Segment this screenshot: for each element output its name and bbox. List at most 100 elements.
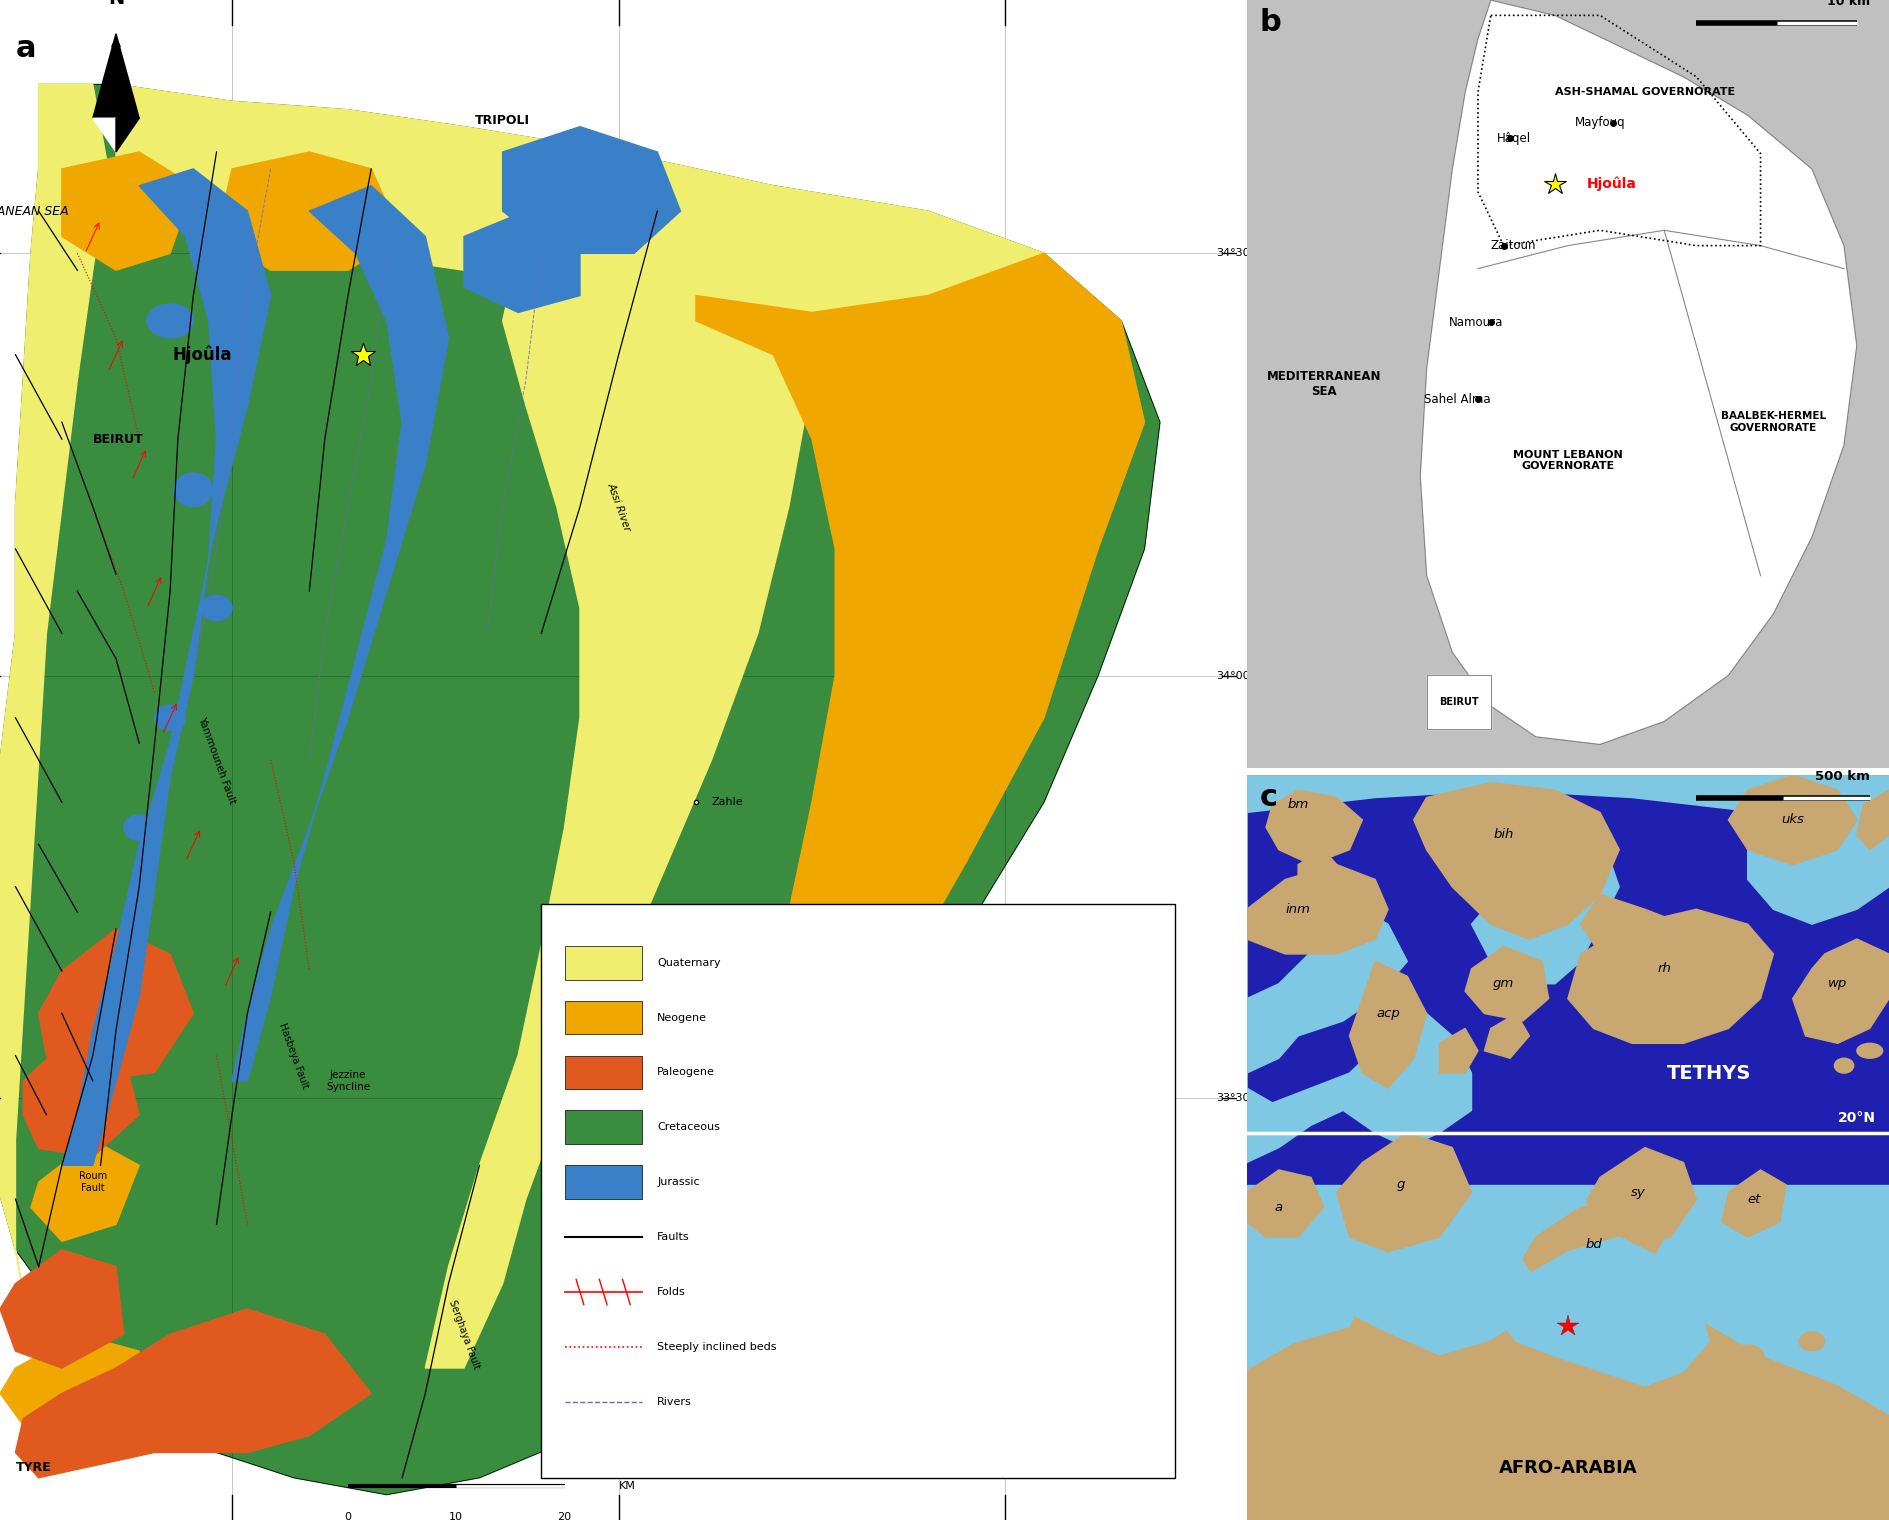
Polygon shape [1421, 0, 1857, 745]
Text: 33°30': 33°30' [1217, 1093, 1252, 1104]
Bar [565, 945, 642, 979]
Text: Quaternary: Quaternary [657, 958, 722, 968]
Text: 20: 20 [557, 1511, 572, 1520]
Text: Sahel Alma: Sahel Alma [1424, 392, 1490, 406]
Polygon shape [1298, 850, 1343, 894]
Polygon shape [1247, 865, 1388, 955]
Polygon shape [1728, 775, 1857, 865]
Polygon shape [1439, 1029, 1477, 1073]
Text: 34°30': 34°30' [1217, 248, 1252, 258]
Ellipse shape [1732, 1345, 1764, 1368]
Polygon shape [15, 1309, 370, 1477]
Polygon shape [1523, 1207, 1664, 1297]
Text: sy: sy [1630, 1186, 1645, 1199]
Polygon shape [1857, 790, 1889, 850]
Polygon shape [1490, 1237, 1710, 1386]
Polygon shape [62, 152, 193, 271]
Text: 500 km: 500 km [1815, 769, 1870, 783]
Polygon shape [115, 119, 140, 152]
Ellipse shape [200, 596, 232, 620]
Text: Paleogene: Paleogene [657, 1067, 716, 1078]
Text: ASH-SHAMAL GOVERNORATE: ASH-SHAMAL GOVERNORATE [1555, 87, 1734, 97]
Text: Serghaya Fault: Serghaya Fault [448, 1298, 482, 1370]
Text: Namoura: Namoura [1449, 316, 1504, 328]
Ellipse shape [174, 473, 213, 506]
Polygon shape [1581, 894, 1710, 983]
Text: Yammouneh Fault: Yammouneh Fault [196, 714, 236, 806]
Text: Hjoûla: Hjoûla [172, 345, 232, 363]
Polygon shape [1747, 790, 1889, 924]
Text: BEIRUT: BEIRUT [1439, 698, 1479, 707]
Bar [565, 1111, 642, 1145]
Polygon shape [23, 1031, 140, 1157]
Ellipse shape [155, 705, 185, 731]
Polygon shape [1568, 909, 1774, 1043]
Text: AFRO-ARABIA: AFRO-ARABIA [1498, 1459, 1638, 1477]
Polygon shape [1247, 1266, 1889, 1520]
Text: b: b [1260, 8, 1281, 36]
Polygon shape [115, 85, 1045, 313]
Text: TETHYS: TETHYS [1666, 1064, 1751, 1082]
Polygon shape [0, 1335, 155, 1453]
Text: Jezzine
Syncline: Jezzine Syncline [327, 1070, 370, 1091]
Polygon shape [1247, 775, 1472, 1163]
Polygon shape [1247, 1266, 1362, 1356]
Polygon shape [1472, 865, 1600, 983]
Text: wp: wp [1829, 977, 1847, 990]
Ellipse shape [1857, 1043, 1883, 1058]
Text: bih: bih [1494, 828, 1513, 841]
Polygon shape [1247, 1170, 1324, 1237]
Text: c: c [1260, 783, 1277, 812]
Text: 10: 10 [450, 1511, 463, 1520]
Text: g: g [1396, 1178, 1405, 1192]
Polygon shape [232, 185, 448, 1081]
Polygon shape [1413, 783, 1619, 939]
Polygon shape [465, 211, 580, 313]
Text: Zahle: Zahle [712, 796, 742, 807]
Polygon shape [0, 1249, 123, 1368]
Polygon shape [1466, 947, 1549, 1021]
Text: Roum
Fault: Roum Fault [79, 1172, 108, 1193]
Text: N: N [108, 0, 125, 9]
Text: Hasbeya Fault: Hasbeya Fault [278, 1021, 310, 1090]
Polygon shape [1587, 1148, 1696, 1252]
Text: Neogene: Neogene [657, 1012, 706, 1023]
Text: Rivers: Rivers [657, 1397, 691, 1408]
Polygon shape [93, 33, 140, 119]
Text: MEDITERRANEAN SEA: MEDITERRANEAN SEA [0, 205, 68, 217]
Polygon shape [1793, 939, 1889, 1043]
Text: TRIPOLI: TRIPOLI [476, 114, 531, 126]
Polygon shape [1349, 962, 1426, 1088]
Polygon shape [62, 169, 270, 1166]
Text: KM: KM [618, 1480, 635, 1491]
Bar [542, 903, 1175, 1477]
Polygon shape [657, 254, 1145, 1368]
Text: Steeply inclined beds: Steeply inclined beds [657, 1342, 776, 1351]
Text: BEIRUT: BEIRUT [93, 433, 144, 445]
Polygon shape [93, 119, 115, 152]
Polygon shape [30, 1140, 140, 1242]
Text: MOUNT LEBANON
GOVERNORATE: MOUNT LEBANON GOVERNORATE [1513, 450, 1623, 471]
Bar [565, 1055, 642, 1090]
Polygon shape [38, 929, 193, 1081]
Text: MEDITERRANEAN
SEA: MEDITERRANEAN SEA [1266, 369, 1381, 398]
Text: Zaitoun: Zaitoun [1490, 239, 1536, 252]
Text: TYRE: TYRE [15, 1461, 51, 1474]
Text: Mayfouq: Mayfouq [1575, 117, 1626, 129]
Polygon shape [1247, 775, 1889, 812]
Text: a: a [1275, 1201, 1283, 1213]
Text: bd: bd [1585, 1237, 1602, 1251]
Text: acp: acp [1377, 1008, 1400, 1020]
Polygon shape [1266, 790, 1362, 865]
Text: Cretaceous: Cretaceous [657, 1122, 720, 1132]
Text: 20°N: 20°N [1838, 1111, 1876, 1125]
Text: Hjoûla: Hjoûla [1587, 176, 1638, 192]
Text: a: a [15, 33, 36, 62]
Text: bm: bm [1288, 798, 1309, 812]
Ellipse shape [213, 368, 251, 392]
Ellipse shape [1834, 1058, 1853, 1073]
Text: et: et [1747, 1193, 1761, 1207]
Polygon shape [1247, 1186, 1889, 1520]
Text: 10 km: 10 km [1827, 0, 1870, 8]
Text: BAALBEK-HERMEL
GOVERNORATE: BAALBEK-HERMEL GOVERNORATE [1721, 412, 1827, 433]
